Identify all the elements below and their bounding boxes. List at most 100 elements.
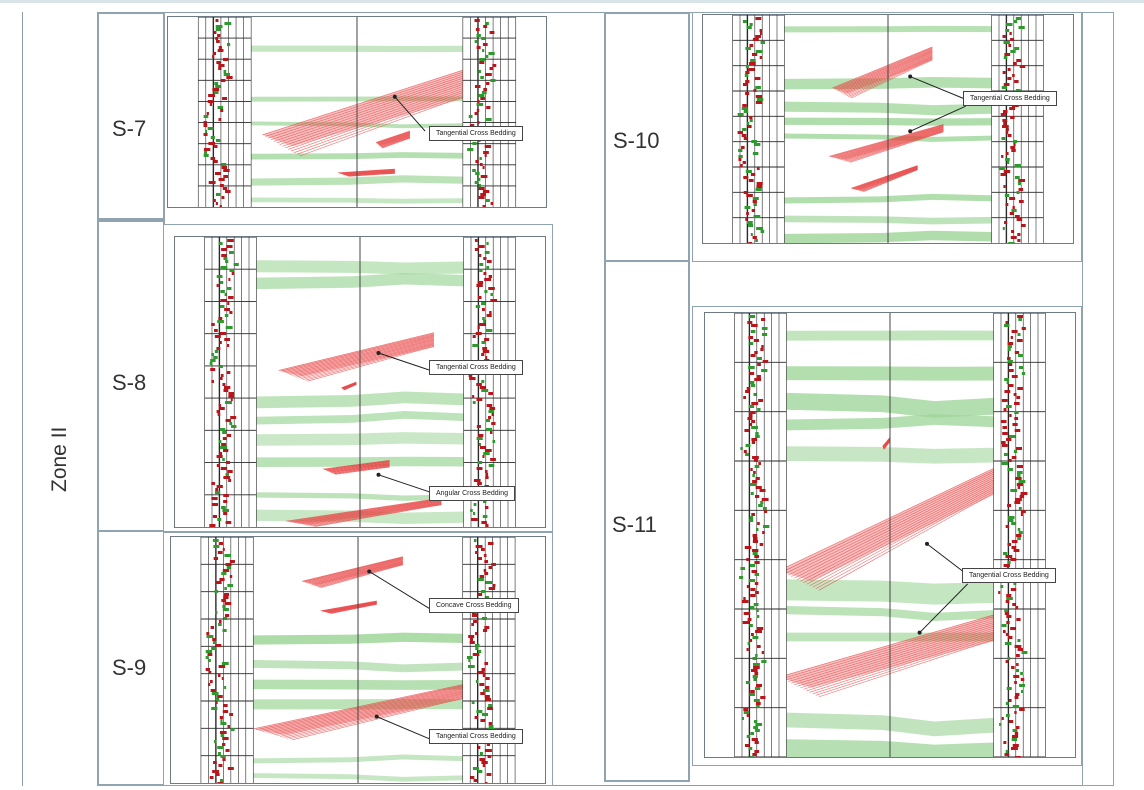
log-sample (220, 299, 227, 302)
log-sample (205, 656, 209, 659)
log-sample (208, 142, 216, 145)
log-sample (1000, 113, 1006, 116)
log-sample (999, 723, 1002, 726)
log-sample (479, 254, 482, 257)
log-sample (216, 139, 221, 142)
cross-bed-line (381, 136, 411, 148)
log-sample (219, 407, 225, 410)
log-sample (743, 110, 749, 113)
log-sample (1011, 230, 1014, 233)
log-sample (484, 145, 492, 148)
log-sample (479, 58, 485, 61)
cross-bed-line (797, 626, 994, 687)
log-sample (215, 202, 218, 205)
log-sample (1000, 420, 1007, 423)
log-sample (1003, 56, 1008, 59)
cross-bed-line (333, 465, 390, 474)
log-sample (472, 142, 477, 145)
log-sample (1002, 426, 1007, 429)
log-sample (483, 25, 488, 28)
cross-bed-line (305, 344, 435, 381)
log-sample (474, 644, 480, 647)
log-sample (756, 528, 759, 531)
log-sample (225, 521, 232, 524)
log-sample (480, 193, 487, 196)
log-sample (756, 615, 760, 618)
log-sample (741, 107, 748, 110)
log-sample (753, 89, 757, 92)
cross-bed-line (781, 470, 994, 573)
log-sample (482, 674, 486, 677)
log-sample (759, 56, 763, 59)
log-sample (1002, 227, 1005, 230)
log-sample (1008, 435, 1016, 438)
callout-pointer (917, 630, 922, 635)
log-sample (216, 410, 220, 413)
log-sample (1011, 735, 1019, 738)
log-sample (486, 106, 491, 109)
log-sample (482, 190, 490, 193)
cross-bed-line (274, 691, 463, 736)
cross-bed-line (833, 47, 933, 90)
log-sample (746, 735, 751, 738)
log-sample (1008, 384, 1014, 387)
log-sample (488, 587, 496, 590)
log-sample (1001, 717, 1004, 720)
log-sample (489, 311, 492, 314)
log-sample (490, 299, 498, 302)
log-sample (1010, 627, 1016, 630)
log-sample (480, 548, 485, 551)
cross-bed-line (299, 96, 463, 157)
log-sample (751, 513, 755, 516)
log-sample (473, 479, 481, 482)
cross-bed-line (845, 129, 944, 162)
cross-bed-line (344, 384, 357, 391)
log-sample (761, 345, 764, 348)
log-sample (749, 483, 757, 486)
log-sample (1010, 236, 1017, 239)
log-sample (216, 61, 221, 64)
log-sample (217, 695, 223, 698)
log-sample (203, 154, 209, 157)
log-sample (482, 49, 485, 52)
cross-bed-line (803, 629, 994, 690)
log-sample (752, 236, 757, 239)
log-sample (219, 341, 222, 344)
log-sample (469, 124, 475, 127)
log-sample (745, 47, 751, 50)
log-sample (752, 38, 759, 41)
log-sample (218, 620, 222, 623)
log-sample (761, 318, 766, 321)
log-sample (1016, 483, 1024, 486)
log-sample (998, 591, 1001, 594)
log-sample (745, 65, 749, 68)
log-sample (755, 477, 760, 480)
log-sample (222, 97, 228, 100)
log-sample (752, 552, 758, 555)
cross-bed-line (326, 462, 390, 471)
log-sample (472, 395, 475, 398)
log-sample (753, 203, 757, 206)
cross-bed-line (840, 128, 944, 160)
log-sample (215, 773, 220, 776)
section-cell-s10 (604, 12, 690, 262)
log-sample (1016, 465, 1024, 468)
log-sample (750, 588, 756, 591)
log-sample (1005, 152, 1009, 155)
log-sample (1014, 47, 1020, 50)
log-sample (484, 695, 490, 698)
log-sample (483, 151, 489, 154)
annotation-s11-1: Tangential Cross Bedding (962, 568, 1056, 583)
log-sample (485, 419, 491, 422)
log-sample (482, 317, 485, 320)
log-sample (758, 399, 764, 402)
callout-leader (909, 105, 966, 132)
log-sample (756, 357, 762, 360)
log-track-left (732, 15, 785, 243)
log-sample (209, 680, 213, 683)
log-sample (755, 50, 763, 53)
log-sample (474, 248, 479, 251)
log-sample (749, 23, 753, 26)
log-sample (468, 115, 473, 118)
log-sample (481, 37, 486, 40)
